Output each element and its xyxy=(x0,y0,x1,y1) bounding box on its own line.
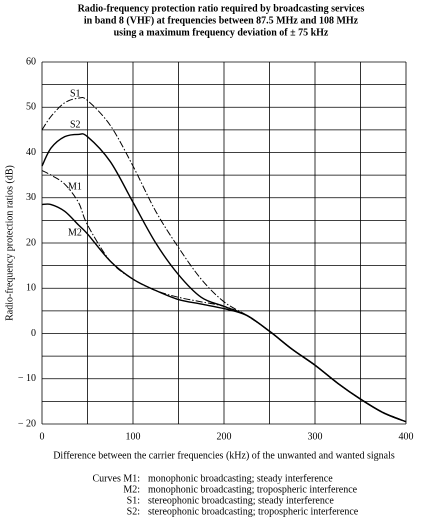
y-tick-label: 60 xyxy=(26,56,36,67)
legend-key: S2: xyxy=(127,506,140,517)
series-label: S1 xyxy=(70,88,81,99)
y-tick-label: 10 xyxy=(26,283,36,294)
legend-text: monophonic broadcasting; tropospheric in… xyxy=(148,484,358,495)
x-tick-label: 400 xyxy=(399,431,414,442)
chart-title: in band 8 (VHF) at frequencies between 8… xyxy=(84,15,359,26)
x-axis-label: Difference between the carrier frequenci… xyxy=(53,450,395,461)
legend-text: stereophonic broadcasting; steady interf… xyxy=(148,495,334,506)
legend-text: stereophonic broadcasting; tropospheric … xyxy=(148,506,359,517)
y-tick-label: 20 xyxy=(26,237,36,248)
legend-key: S1: xyxy=(127,495,140,506)
y-tick-label: 30 xyxy=(26,192,36,203)
series-line xyxy=(41,203,407,423)
y-axis-label: Radio-frequency protection ratios (dB) xyxy=(4,165,15,321)
y-tick-label: 40 xyxy=(26,147,36,158)
chart-title: Radio-frequency protection ratio require… xyxy=(78,3,365,14)
y-tick-label: 50 xyxy=(26,102,36,113)
series-label: S2 xyxy=(70,119,81,130)
legend-key: Curves M1: xyxy=(93,473,141,484)
y-tick-label: − 10 xyxy=(18,373,36,384)
legend-text: monophonic broadcasting; steady interfer… xyxy=(148,473,333,484)
x-tick-label: 0 xyxy=(40,431,45,442)
x-tick-label: 100 xyxy=(126,431,141,442)
y-tick-label: − 20 xyxy=(18,418,36,429)
series-label: M2 xyxy=(68,227,82,238)
x-tick-label: 200 xyxy=(217,431,232,442)
series-line xyxy=(41,96,407,423)
chart-title: using a maximum frequency deviation of ±… xyxy=(114,27,329,38)
legend-key: M2: xyxy=(123,484,140,495)
x-tick-label: 300 xyxy=(308,431,323,442)
series-label: M1 xyxy=(68,181,82,192)
y-tick-label: 0 xyxy=(31,328,36,339)
